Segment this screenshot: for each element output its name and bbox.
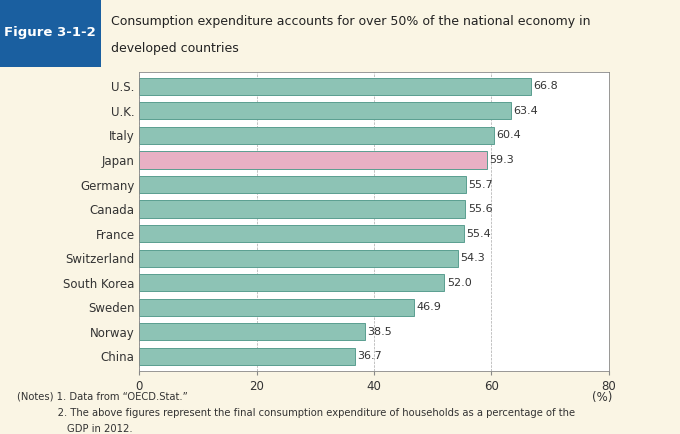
Bar — [139, 299, 415, 316]
Text: (%): (%) — [592, 391, 612, 404]
Bar — [139, 274, 445, 291]
Text: 52.0: 52.0 — [447, 278, 471, 288]
Text: 59.3: 59.3 — [490, 155, 514, 165]
Text: 2. The above figures represent the final consumption expenditure of households a: 2. The above figures represent the final… — [17, 408, 575, 418]
Bar — [139, 250, 458, 267]
Text: 55.7: 55.7 — [469, 180, 493, 190]
Text: (Notes) 1. Data from “OECD.Stat.”: (Notes) 1. Data from “OECD.Stat.” — [17, 391, 188, 401]
Text: 54.3: 54.3 — [460, 253, 485, 263]
Text: 60.4: 60.4 — [496, 131, 521, 141]
Text: GDP in 2012.: GDP in 2012. — [17, 424, 133, 434]
Bar — [0, 0, 101, 67]
Text: 36.7: 36.7 — [357, 352, 381, 362]
Text: 55.4: 55.4 — [466, 229, 492, 239]
Text: Consumption expenditure accounts for over 50% of the national economy in: Consumption expenditure accounts for ove… — [111, 15, 590, 28]
Text: 38.5: 38.5 — [368, 327, 392, 337]
Text: 55.6: 55.6 — [468, 204, 492, 214]
Bar — [139, 151, 487, 168]
Text: developed countries: developed countries — [111, 42, 239, 55]
Text: Figure 3-1-2: Figure 3-1-2 — [5, 26, 96, 39]
Bar — [139, 102, 511, 119]
Bar — [139, 201, 466, 218]
Text: 66.8: 66.8 — [534, 81, 558, 91]
Text: 46.9: 46.9 — [417, 302, 442, 312]
Text: 63.4: 63.4 — [513, 106, 539, 116]
Bar — [139, 348, 355, 365]
Bar — [139, 323, 365, 340]
Bar — [139, 78, 531, 95]
Bar — [139, 176, 466, 193]
Bar — [139, 127, 494, 144]
Bar — [139, 225, 464, 242]
